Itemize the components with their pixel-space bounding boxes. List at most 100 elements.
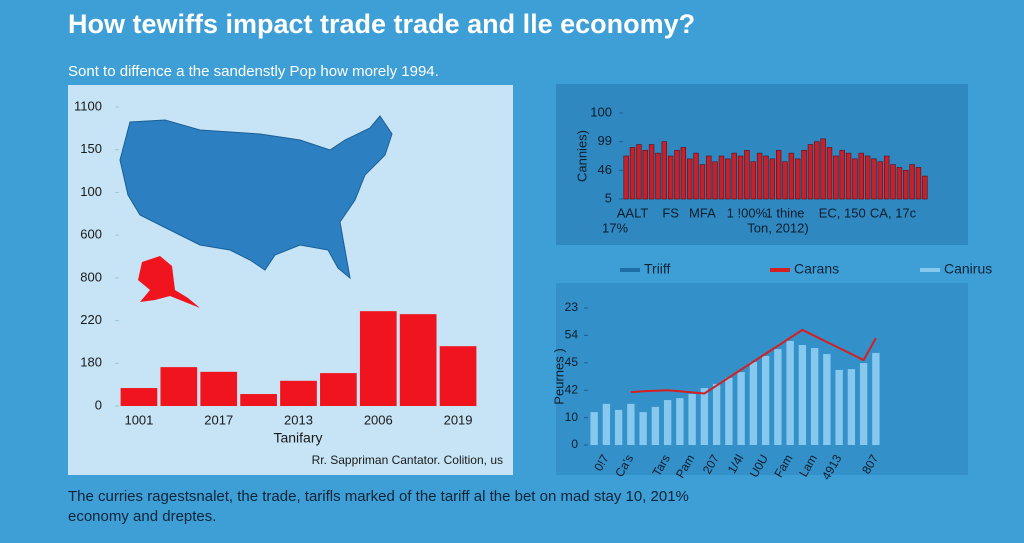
x-tick-label: 2019 — [444, 412, 473, 427]
x-tick-label: FS — [662, 205, 679, 220]
bar — [847, 369, 856, 445]
annotation: 17% — [602, 220, 628, 235]
bar — [750, 161, 756, 200]
legend-label: Canirus — [944, 261, 992, 277]
x-tick-label: 1 thine — [766, 205, 805, 220]
footer-line: The curries ragestsnalet, the trade, tar… — [68, 488, 689, 505]
y-tick-label: 100 — [80, 184, 102, 199]
bar — [903, 170, 909, 200]
y-tick-label: 800 — [80, 269, 102, 284]
bar — [240, 394, 277, 406]
bar — [655, 152, 661, 200]
y-axis-label: Cannies) — [574, 130, 589, 182]
bar — [359, 311, 397, 406]
x-tick-label: 2017 — [204, 412, 233, 427]
bar — [712, 383, 721, 445]
bar — [648, 144, 655, 200]
bar — [884, 155, 890, 200]
bar — [639, 412, 647, 445]
bar — [663, 400, 672, 445]
alaska-map — [138, 256, 200, 308]
footer-line: economy and dreptes. — [68, 508, 216, 525]
y-tick-label: 99 — [598, 133, 612, 148]
bar — [872, 352, 880, 445]
bar — [706, 155, 712, 200]
bar — [737, 155, 744, 200]
bar — [801, 149, 807, 200]
bar — [810, 348, 819, 445]
bar — [280, 380, 317, 406]
bar — [795, 158, 801, 200]
bar — [687, 158, 693, 200]
bar — [693, 152, 699, 200]
bar — [674, 149, 680, 200]
bar — [769, 158, 776, 200]
bar — [763, 155, 769, 200]
bar — [775, 149, 782, 200]
bar — [737, 372, 745, 445]
y-tick-label: 150 — [80, 141, 102, 156]
bar — [700, 388, 709, 445]
bar — [864, 155, 871, 200]
bar — [725, 158, 731, 200]
bar — [699, 164, 706, 200]
source-note: Rr. Sappriman Cantator. Colition, us — [312, 453, 503, 467]
x-tick-label: 2006 — [364, 412, 393, 427]
x-tick-label: 2013 — [284, 412, 313, 427]
title: How tewiffs impact trade trade and lle e… — [68, 9, 695, 39]
bar — [718, 155, 725, 200]
y-tick-label: 0 — [571, 437, 578, 451]
bar — [725, 377, 733, 445]
bar — [823, 354, 831, 445]
bar — [909, 164, 915, 200]
bar — [786, 340, 794, 445]
bar — [858, 152, 864, 200]
bar — [749, 361, 758, 445]
bar — [761, 355, 770, 445]
bar — [602, 403, 611, 445]
bar — [839, 149, 845, 200]
bar — [814, 141, 820, 200]
bar — [744, 149, 750, 200]
bar — [731, 152, 737, 200]
bar — [922, 175, 928, 200]
line — [630, 328, 877, 395]
bar — [200, 371, 238, 406]
y-tick-label: 100 — [590, 104, 612, 119]
bar — [623, 155, 629, 200]
bar — [896, 167, 903, 200]
y-tick-label: 54 — [565, 328, 579, 342]
y-axis-label: Peurnes ) — [551, 348, 566, 404]
bar — [845, 152, 852, 200]
bar — [614, 409, 623, 445]
bar — [871, 158, 877, 200]
bar — [774, 349, 782, 445]
bar — [756, 152, 763, 200]
bar — [667, 155, 674, 200]
bar — [399, 314, 437, 406]
bar — [627, 403, 635, 445]
bar — [833, 155, 839, 200]
x-tick-label: 1001 — [124, 412, 153, 427]
x-axis-label: Tanifary — [273, 430, 322, 446]
y-tick-label: 46 — [598, 162, 612, 177]
bar — [712, 161, 718, 200]
x-tick-label: AALT — [617, 205, 649, 220]
bar — [688, 394, 696, 445]
bar — [798, 344, 807, 445]
x-tick-label: EC, 150 — [819, 205, 866, 220]
bar — [782, 161, 788, 200]
bar — [680, 147, 687, 200]
y-tick-label: 1100 — [74, 98, 102, 113]
bar — [320, 373, 357, 406]
x-tick-label: 1 !00% — [727, 205, 768, 220]
bar — [788, 152, 795, 200]
y-tick-label: 600 — [80, 227, 102, 242]
y-tick-label: 5 — [605, 190, 612, 205]
bar — [890, 164, 896, 200]
bar — [651, 406, 660, 445]
y-tick-label: 42 — [565, 382, 579, 396]
y-tick-label: 220 — [80, 312, 102, 327]
y-tick-label: 10 — [565, 410, 579, 424]
bar — [807, 144, 814, 200]
